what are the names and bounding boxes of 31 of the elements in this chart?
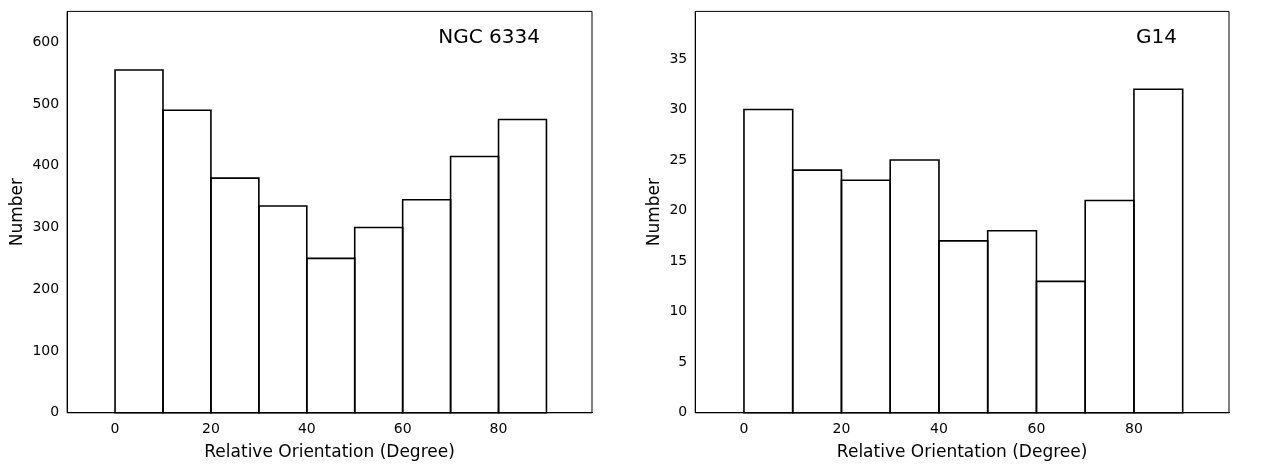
x-tick-label: 40 bbox=[930, 419, 948, 436]
x-tick-label: 80 bbox=[489, 419, 508, 436]
y-tick-label: 30 bbox=[669, 100, 688, 117]
y-tick-label: 15 bbox=[669, 251, 688, 268]
x-tick-label: 0 bbox=[110, 419, 120, 436]
y-tick-label: 5 bbox=[678, 352, 688, 369]
y-tick-label: 300 bbox=[32, 218, 60, 235]
x-tick-label: 80 bbox=[1125, 419, 1143, 436]
y-tick-label: 200 bbox=[32, 279, 60, 296]
y-axis-title: Number bbox=[5, 177, 26, 247]
y-tick-label: 25 bbox=[669, 150, 688, 167]
y-tick-label: 400 bbox=[32, 156, 60, 173]
x-axis-title: Relative Orientation (Degree) bbox=[836, 441, 1088, 462]
x-tick-label: 40 bbox=[297, 419, 316, 436]
y-tick-label: 20 bbox=[669, 201, 688, 218]
x-tick-label: 0 bbox=[739, 419, 749, 436]
x-tick-label: 60 bbox=[1027, 419, 1046, 436]
y-tick-label: 500 bbox=[32, 94, 60, 111]
x-tick-label: 20 bbox=[832, 419, 851, 436]
x-tick-label: 60 bbox=[393, 419, 412, 436]
y-tick-label: 600 bbox=[32, 32, 60, 49]
y-axis-title: Number bbox=[642, 177, 663, 247]
y-tick-label: 0 bbox=[678, 403, 688, 420]
text: G14 bbox=[1136, 23, 1177, 48]
x-tick-label: 20 bbox=[202, 419, 220, 436]
y-tick-label: 35 bbox=[669, 49, 688, 66]
y-tick-label: 10 bbox=[669, 302, 688, 319]
y-tick-label: 100 bbox=[32, 341, 60, 358]
x-axis-title: Relative Orientation (Degree) bbox=[204, 441, 455, 462]
text: NGC 6334 bbox=[438, 23, 540, 48]
y-tick-label: 0 bbox=[50, 403, 60, 420]
